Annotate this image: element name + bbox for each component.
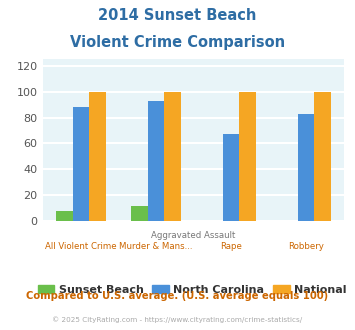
Legend: Sunset Beach, North Carolina, National: Sunset Beach, North Carolina, National — [33, 281, 351, 300]
Text: Murder & Mans...: Murder & Mans... — [119, 242, 193, 251]
Bar — [131, 206, 148, 221]
Text: © 2025 CityRating.com - https://www.cityrating.com/crime-statistics/: © 2025 CityRating.com - https://www.city… — [53, 316, 302, 323]
Bar — [239, 92, 256, 221]
Bar — [148, 101, 164, 221]
Bar — [56, 211, 73, 221]
Bar — [89, 92, 106, 221]
Text: Violent Crime Comparison: Violent Crime Comparison — [70, 35, 285, 50]
Text: Aggravated Assault: Aggravated Assault — [151, 231, 236, 241]
Text: All Violent Crime: All Violent Crime — [45, 242, 117, 251]
Text: Robbery: Robbery — [288, 242, 324, 251]
Bar — [297, 114, 314, 221]
Text: Rape: Rape — [220, 242, 242, 251]
Bar — [73, 107, 89, 221]
Bar — [164, 92, 181, 221]
Text: 2014 Sunset Beach: 2014 Sunset Beach — [98, 8, 257, 23]
Bar — [223, 134, 239, 221]
Text: Compared to U.S. average. (U.S. average equals 100): Compared to U.S. average. (U.S. average … — [26, 291, 329, 301]
Bar — [314, 92, 331, 221]
